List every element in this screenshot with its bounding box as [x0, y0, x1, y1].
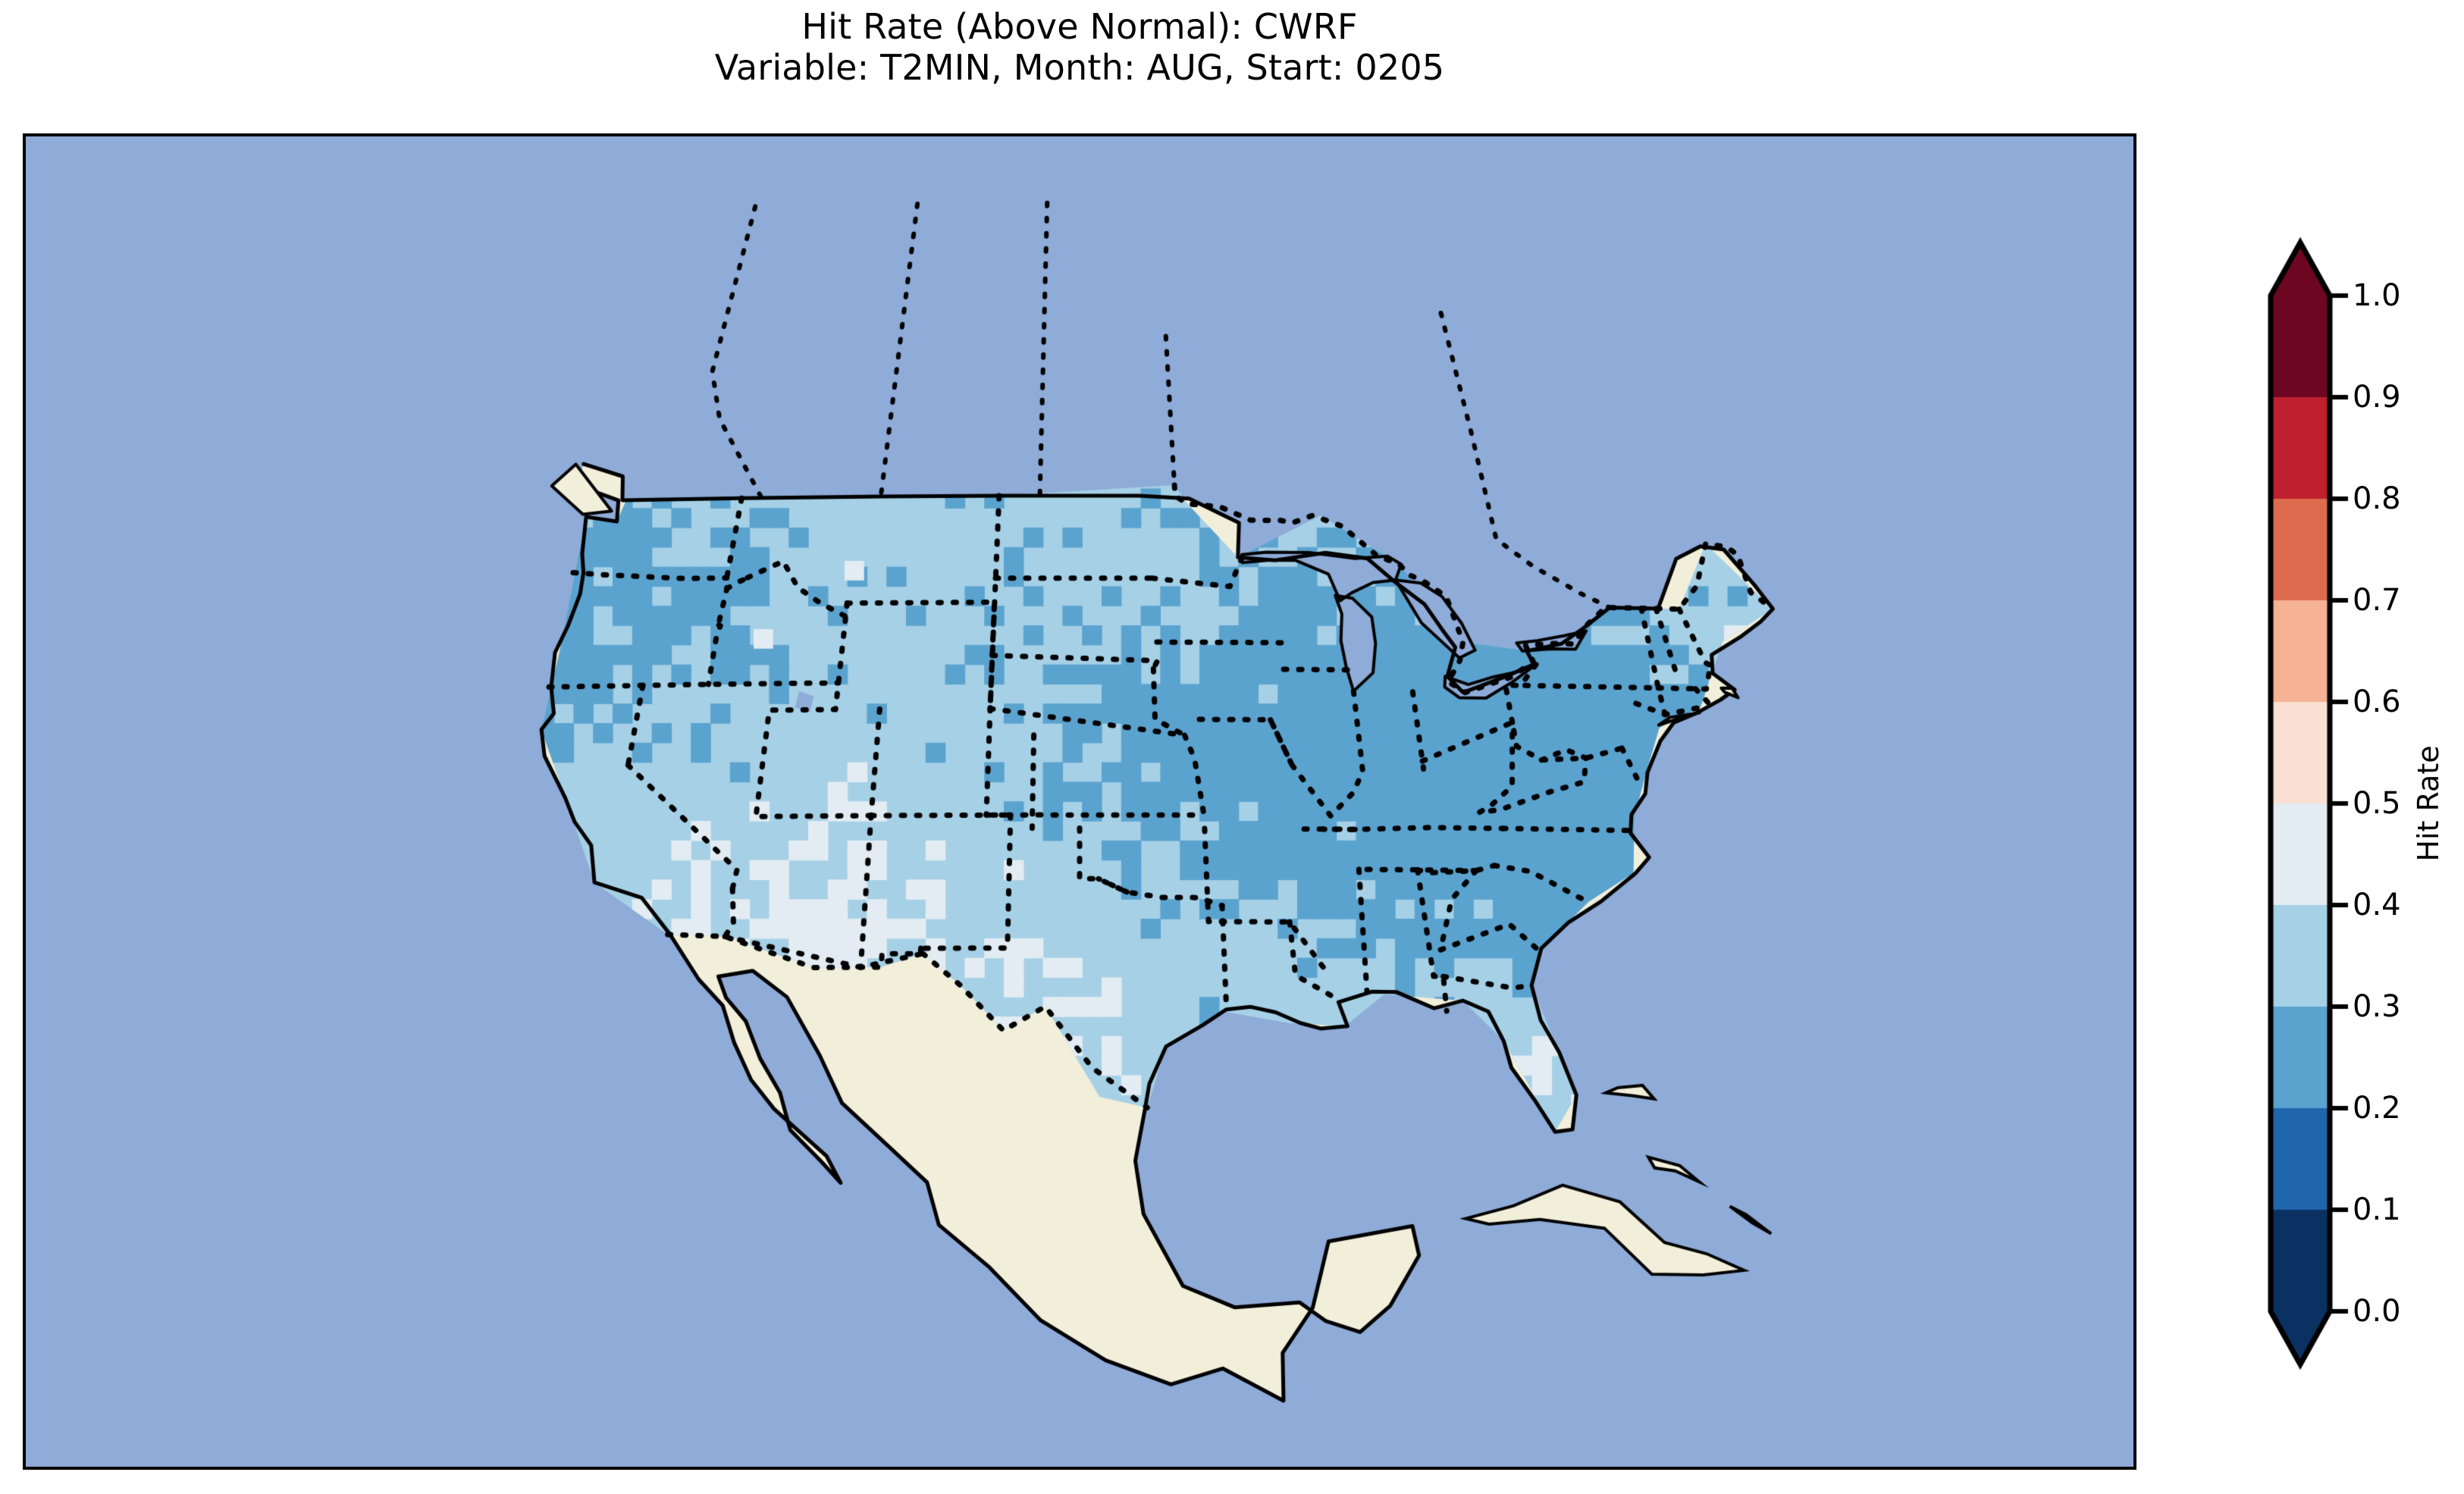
colorbar-tick-0.2: 0.2	[2353, 1091, 2401, 1126]
page-title: Hit Rate (Above Normal): CWRF	[801, 6, 1358, 47]
map-plot-area	[23, 133, 2136, 1470]
page-subtitle: Variable: T2MIN, Month: AUG, Start: 0205	[714, 47, 1445, 89]
colorbar-tick-0.6: 0.6	[2353, 684, 2401, 719]
colorbar-axis-label: Hit Rate	[2412, 745, 2445, 862]
colorbar-tick-0.4: 0.4	[2353, 888, 2401, 922]
colorbar-tick-0.5: 0.5	[2353, 786, 2401, 821]
colorbar-tick-1.0: 1.0	[2353, 278, 2401, 313]
colorbar-tick-0.3: 0.3	[2353, 989, 2401, 1024]
map-heatmap-canvas	[26, 136, 2133, 1467]
colorbar-gradient	[2263, 227, 2445, 1380]
colorbar-tick-0.0: 0.0	[2353, 1294, 2401, 1329]
colorbar-tick-0.8: 0.8	[2353, 481, 2401, 516]
chart-title-block: Hit Rate (Above Normal): CWRF Variable: …	[0, 6, 2159, 89]
colorbar: 1.0 0.9 0.8 0.7 0.6 0.5 0.4 0.3 0.2 0.1 0.0 Hit Ra…	[2263, 227, 2445, 1380]
colorbar-tick-0.1: 0.1	[2353, 1192, 2401, 1227]
colorbar-tick-0.7: 0.7	[2353, 583, 2401, 618]
colorbar-tick-0.9: 0.9	[2353, 380, 2401, 415]
